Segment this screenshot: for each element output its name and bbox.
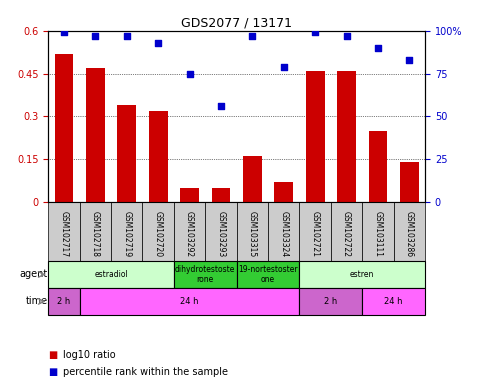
Text: 24 h: 24 h (180, 297, 199, 306)
Bar (180, 188, 199, 202)
Bar (149, 111, 168, 202)
FancyBboxPatch shape (80, 288, 299, 315)
Text: dihydrotestoste
rone: dihydrotestoste rone (175, 265, 236, 284)
Point (374, 45, 382, 51)
Text: 24 h: 24 h (384, 297, 403, 306)
Bar (117, 105, 136, 202)
FancyBboxPatch shape (142, 202, 174, 261)
Bar (86, 68, 105, 202)
FancyBboxPatch shape (237, 202, 268, 261)
FancyBboxPatch shape (394, 202, 425, 261)
FancyBboxPatch shape (331, 202, 362, 261)
Bar (274, 182, 293, 202)
Bar (306, 71, 325, 202)
Title: GDS2077 / 13171: GDS2077 / 13171 (181, 17, 292, 30)
Text: GSM102717: GSM102717 (59, 211, 69, 257)
Text: GSM103286: GSM103286 (405, 211, 414, 257)
Text: GSM102722: GSM102722 (342, 211, 351, 257)
Point (185, 71, 193, 77)
Point (406, 57, 413, 63)
Text: GSM103111: GSM103111 (373, 211, 383, 257)
Text: estradiol: estradiol (94, 270, 128, 279)
FancyBboxPatch shape (80, 202, 111, 261)
Bar (337, 71, 356, 202)
FancyBboxPatch shape (48, 202, 80, 261)
Text: ■: ■ (48, 350, 57, 360)
Point (123, 33, 130, 39)
FancyBboxPatch shape (48, 288, 80, 315)
FancyBboxPatch shape (174, 261, 237, 288)
Text: estren: estren (350, 270, 374, 279)
Text: ■: ■ (48, 367, 57, 377)
FancyBboxPatch shape (205, 202, 237, 261)
Text: 2 h: 2 h (57, 297, 71, 306)
Text: GSM102718: GSM102718 (91, 211, 100, 257)
Text: GSM103293: GSM103293 (216, 211, 226, 257)
FancyBboxPatch shape (362, 202, 394, 261)
FancyBboxPatch shape (299, 288, 362, 315)
Point (343, 33, 351, 39)
FancyBboxPatch shape (299, 202, 331, 261)
Text: 2 h: 2 h (324, 297, 338, 306)
Text: log10 ratio: log10 ratio (63, 350, 115, 360)
FancyBboxPatch shape (362, 288, 425, 315)
Text: 19-nortestoster
one: 19-nortestoster one (238, 265, 298, 284)
FancyBboxPatch shape (48, 261, 174, 288)
Point (60, 29, 68, 35)
Text: GSM103292: GSM103292 (185, 211, 194, 257)
Text: GSM102721: GSM102721 (311, 211, 320, 257)
Text: time: time (26, 296, 48, 306)
Bar (400, 162, 419, 202)
Bar (243, 156, 262, 202)
Text: GSM103315: GSM103315 (248, 211, 257, 257)
Text: percentile rank within the sample: percentile rank within the sample (63, 367, 228, 377)
Text: agent: agent (19, 270, 48, 280)
FancyBboxPatch shape (174, 202, 205, 261)
Point (312, 29, 319, 35)
Point (280, 64, 288, 70)
Point (249, 33, 256, 39)
Point (155, 40, 162, 46)
FancyBboxPatch shape (268, 202, 299, 261)
FancyBboxPatch shape (111, 202, 142, 261)
Text: GSM102719: GSM102719 (122, 211, 131, 257)
Text: GSM102720: GSM102720 (154, 211, 163, 257)
Point (92, 33, 99, 39)
Bar (369, 131, 387, 202)
Text: GSM103324: GSM103324 (279, 211, 288, 257)
Bar (212, 188, 230, 202)
Bar (55, 54, 73, 202)
FancyBboxPatch shape (299, 261, 425, 288)
Point (217, 103, 225, 109)
FancyBboxPatch shape (237, 261, 299, 288)
